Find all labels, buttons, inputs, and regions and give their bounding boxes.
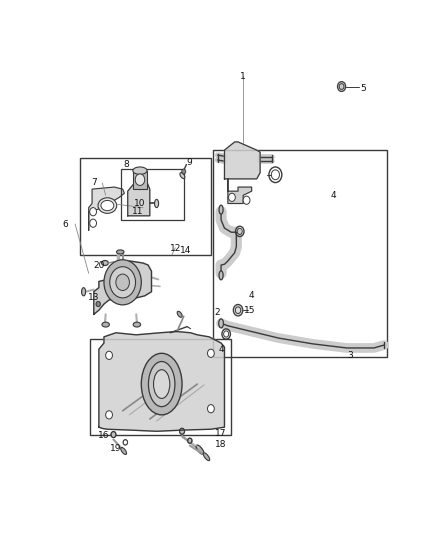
Text: 18: 18 (215, 440, 227, 449)
Circle shape (243, 196, 250, 204)
Polygon shape (88, 187, 124, 230)
Ellipse shape (235, 307, 241, 313)
Text: 4: 4 (249, 292, 254, 300)
Circle shape (104, 260, 141, 305)
Text: 16: 16 (98, 431, 110, 440)
Polygon shape (224, 142, 260, 179)
Ellipse shape (117, 250, 124, 254)
Text: 2: 2 (214, 308, 220, 317)
Text: 11: 11 (132, 207, 144, 216)
Circle shape (338, 82, 346, 92)
Text: 13: 13 (88, 293, 99, 302)
Ellipse shape (101, 200, 114, 211)
Ellipse shape (81, 288, 86, 296)
Text: 12: 12 (170, 244, 181, 253)
Ellipse shape (177, 311, 182, 317)
Text: 7: 7 (91, 179, 97, 188)
Ellipse shape (133, 167, 147, 174)
Ellipse shape (111, 432, 116, 438)
Polygon shape (128, 179, 150, 216)
Circle shape (124, 440, 127, 445)
Circle shape (135, 174, 145, 185)
Polygon shape (228, 179, 251, 204)
Ellipse shape (96, 302, 100, 306)
Ellipse shape (233, 304, 243, 316)
Circle shape (90, 207, 96, 216)
Bar (212, 150, 387, 358)
Ellipse shape (180, 173, 185, 179)
Text: 17: 17 (215, 429, 227, 438)
Bar (133, 171, 147, 189)
Text: 5: 5 (361, 84, 367, 93)
Circle shape (116, 274, 130, 290)
Ellipse shape (102, 261, 108, 265)
Polygon shape (94, 261, 152, 314)
Circle shape (90, 219, 96, 227)
Ellipse shape (219, 319, 223, 328)
Text: 9: 9 (186, 158, 192, 167)
Ellipse shape (102, 322, 110, 327)
Ellipse shape (121, 448, 127, 455)
Text: 6: 6 (63, 220, 68, 229)
Ellipse shape (196, 445, 204, 455)
Ellipse shape (148, 361, 175, 407)
Ellipse shape (98, 198, 117, 213)
Text: 14: 14 (180, 246, 191, 255)
Text: 8: 8 (123, 160, 129, 169)
Polygon shape (99, 332, 224, 431)
Ellipse shape (155, 199, 159, 207)
Circle shape (208, 349, 214, 358)
Circle shape (208, 405, 214, 413)
Text: 10: 10 (134, 199, 145, 208)
Bar (121, 168, 184, 220)
Ellipse shape (219, 271, 223, 280)
Ellipse shape (180, 428, 184, 434)
Circle shape (106, 351, 113, 359)
Text: 3: 3 (347, 351, 353, 360)
Ellipse shape (133, 322, 141, 327)
Ellipse shape (187, 438, 192, 443)
Circle shape (182, 169, 186, 174)
Circle shape (96, 302, 100, 306)
Circle shape (106, 411, 113, 419)
Text: 19: 19 (110, 445, 122, 454)
Text: 1: 1 (240, 72, 246, 81)
Ellipse shape (219, 205, 223, 214)
Ellipse shape (154, 370, 170, 399)
Ellipse shape (203, 453, 210, 461)
Ellipse shape (141, 353, 182, 415)
Bar (90, 339, 231, 435)
Bar (80, 158, 211, 255)
Text: 4: 4 (330, 191, 336, 200)
Text: 15: 15 (244, 306, 256, 314)
Text: 20: 20 (93, 261, 105, 270)
Circle shape (110, 266, 135, 298)
Text: 4: 4 (218, 345, 224, 354)
Circle shape (229, 193, 235, 201)
Ellipse shape (123, 440, 127, 445)
